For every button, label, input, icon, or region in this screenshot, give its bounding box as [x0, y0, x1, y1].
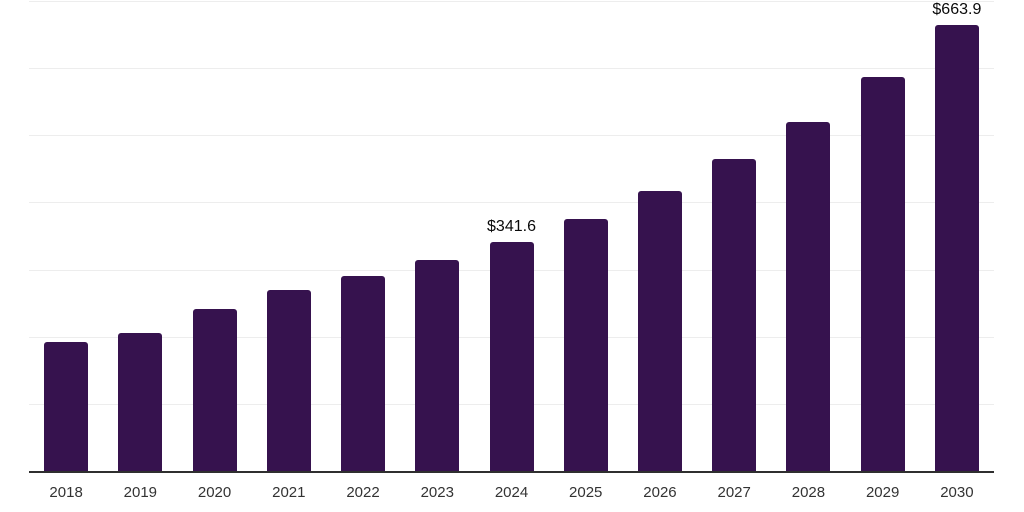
x-tick-label-2030: 2030: [940, 484, 974, 501]
gridline: [29, 68, 994, 70]
x-tick-label-2019: 2019: [123, 484, 158, 501]
plot-area: $341.6 $663.9: [29, 1, 994, 473]
x-axis: 2018 2019 2020 2021 2022 2023 2024 2025 2026 2027…: [29, 485, 994, 505]
bar-2019: [118, 333, 163, 471]
bar-2026: [637, 191, 682, 471]
x-tick-label-2020: 2020: [197, 484, 232, 501]
bar-2024: [489, 241, 534, 471]
gridline: [29, 135, 994, 137]
bar-2022: [341, 276, 386, 471]
bar-2025: [563, 218, 608, 471]
x-tick-label-2025: 2025: [569, 484, 603, 501]
x-tick-label-2022: 2022: [346, 484, 380, 501]
bar-value-label-2030: $663.9: [932, 1, 982, 19]
x-tick-label-2024: 2024: [494, 484, 529, 501]
bar-2021: [266, 289, 311, 471]
x-tick-label-2029: 2029: [865, 484, 900, 501]
gridline: [29, 1, 994, 2]
bar-2020: [192, 308, 237, 471]
bar-2028: [786, 122, 831, 471]
bar-value-label-2024: $341.6: [487, 217, 536, 235]
bar-2029: [860, 76, 905, 471]
x-tick-label-2026: 2026: [643, 484, 677, 501]
bar-2030: [934, 25, 979, 471]
x-tick-label-2027: 2027: [717, 484, 751, 501]
gridline: [29, 202, 994, 204]
x-tick-label-2023: 2023: [420, 484, 454, 501]
x-tick-label-2018: 2018: [49, 484, 83, 501]
bar-2023: [415, 259, 460, 471]
x-tick-label-2021: 2021: [272, 484, 306, 501]
bar-2027: [712, 158, 757, 471]
x-tick-label-2028: 2028: [791, 484, 826, 501]
bar-2018: [44, 341, 89, 471]
